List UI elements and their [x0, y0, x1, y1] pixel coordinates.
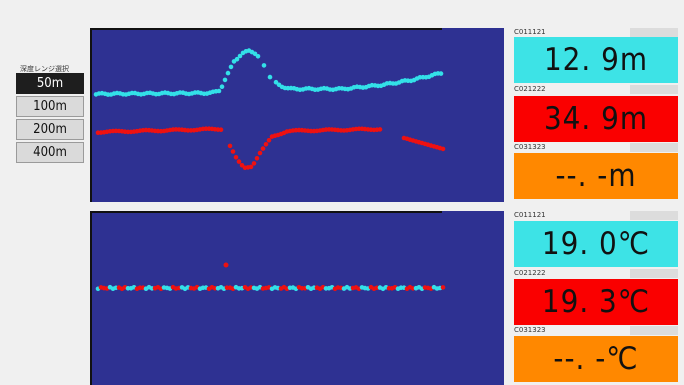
depth-trace-point	[227, 143, 233, 149]
temperature-trace-point	[440, 285, 446, 290]
depth-trace-point	[218, 127, 224, 132]
temperature-plot	[90, 211, 504, 385]
temp-sensor-2-label: C021222	[514, 269, 678, 278]
depth-trace-point	[228, 64, 234, 70]
depth-trace-point	[237, 53, 243, 59]
depth-trace-point	[236, 159, 242, 164]
depth-trace-point	[222, 77, 228, 83]
range-selector-title: 深度レンジ選択	[20, 65, 69, 73]
temp-sensor-1-value: 19. 0℃	[514, 221, 678, 267]
depth-trace-point	[255, 54, 261, 59]
range-button-50m[interactable]: 50m	[16, 73, 84, 94]
range-button-100m[interactable]: 100m	[16, 96, 84, 117]
depth-trace-point	[440, 146, 446, 152]
depth-plot	[90, 28, 504, 202]
depth-trace-point	[377, 127, 383, 132]
depth-trace-point	[248, 164, 254, 170]
depth-trace-point	[219, 84, 225, 89]
depth-plot-canvas	[93, 48, 446, 171]
depth-sensor-3-value: --. -m	[514, 153, 678, 199]
depth-trace-point	[251, 161, 257, 166]
depth-trace-point	[230, 149, 236, 154]
temperature-plot-canvas	[95, 262, 446, 292]
depth-trace-point	[261, 63, 267, 68]
range-button-200m[interactable]: 200m	[16, 119, 84, 140]
depth-trace-point	[234, 56, 240, 62]
depth-sensor-2-value: 34. 9m	[514, 96, 678, 142]
depth-trace-point	[216, 88, 222, 94]
depth-trace-point	[225, 70, 231, 76]
depth-sensor-1-value: 12. 9m	[514, 37, 678, 83]
temperature-trace-point	[223, 262, 229, 268]
depth-trace-point	[260, 146, 266, 151]
depth-trace-point	[263, 142, 269, 147]
depth-sensor-3-label: C031323	[514, 143, 678, 152]
depth-trace-point	[257, 150, 263, 156]
depth-trace-point	[438, 71, 444, 76]
depth-trace-point	[233, 155, 239, 160]
depth-trace-point	[273, 79, 279, 85]
depth-trace-point	[266, 138, 272, 143]
temp-sensor-3-label: C031323	[514, 326, 678, 335]
temp-sensor-1-label: C011121	[514, 211, 678, 220]
temp-sensor-2-value: 19. 3℃	[514, 279, 678, 325]
plot-top-border	[92, 211, 442, 213]
temp-sensor-3-value: --. -℃	[514, 336, 678, 382]
depth-sensor-1-label: C011121	[514, 28, 678, 37]
depth-trace-point	[267, 74, 273, 80]
plot-top-border	[92, 28, 442, 30]
range-button-400m[interactable]: 400m	[16, 142, 84, 163]
depth-trace-point	[254, 156, 260, 161]
depth-sensor-2-label: C021222	[514, 85, 678, 94]
